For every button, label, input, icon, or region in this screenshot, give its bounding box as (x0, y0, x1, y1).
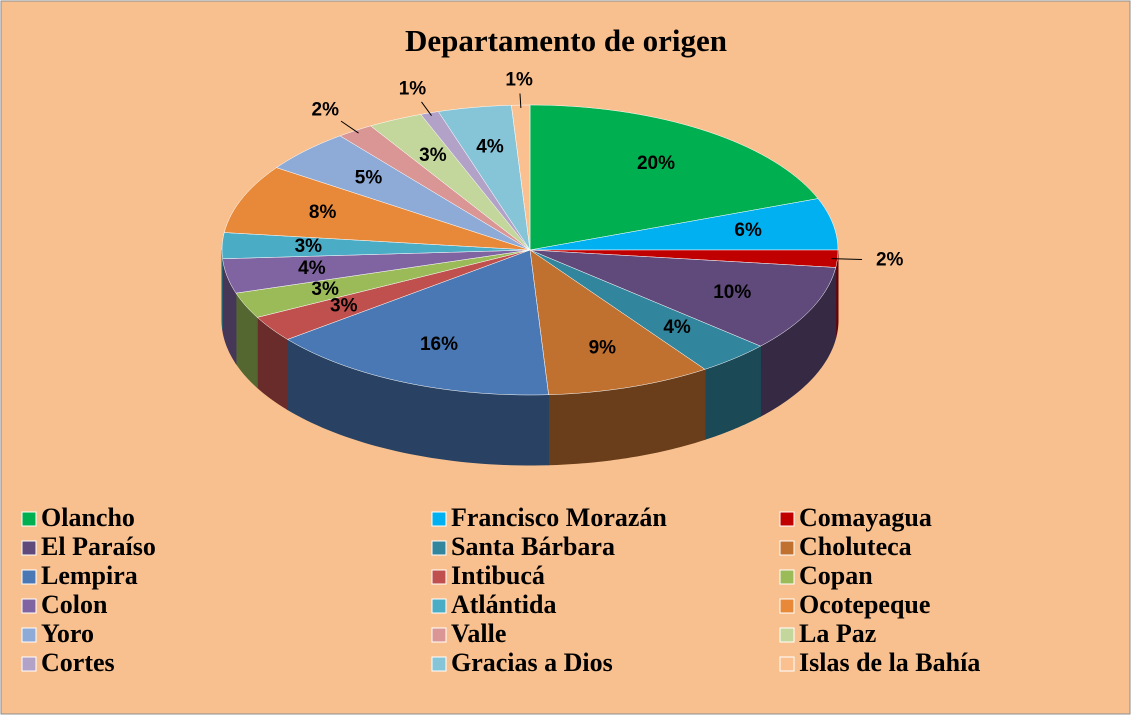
legend-label: Francisco Morazán (451, 503, 667, 532)
data-label: 3% (330, 296, 358, 317)
slice-side (221, 250, 224, 329)
legend-swatch (431, 511, 447, 527)
slice (529, 198, 839, 251)
legend-label: Choluteca (799, 532, 912, 561)
slice (222, 249, 531, 294)
data-label: 6% (734, 220, 762, 241)
legend-swatch (431, 656, 447, 672)
legend-label: Yoro (41, 619, 94, 648)
slice (529, 104, 819, 251)
legend-swatch (779, 656, 795, 672)
legend-swatch (431, 540, 447, 556)
data-label: 8% (309, 202, 337, 223)
legend-label: Atlántida (451, 590, 556, 619)
slice (275, 135, 531, 251)
legend-swatch (21, 598, 37, 614)
slice (370, 114, 531, 251)
slice (256, 249, 531, 340)
legend-label: La Paz (799, 619, 876, 648)
legend-label: El Paraíso (41, 532, 156, 561)
slice (235, 249, 531, 318)
legend-swatch (21, 511, 37, 527)
data-label: 1% (505, 69, 533, 90)
legend-swatch (431, 569, 447, 585)
slice (223, 167, 531, 251)
legend-swatch (779, 627, 795, 643)
data-label: 10% (713, 282, 751, 303)
legend-swatch (779, 540, 795, 556)
legend-label: Gracias a Dios (451, 648, 613, 677)
data-label: 2% (312, 99, 340, 120)
legend-label: Valle (451, 619, 506, 648)
legend-swatch (779, 598, 795, 614)
data-label: 2% (876, 249, 904, 270)
data-label: 16% (420, 334, 458, 355)
data-label: 9% (589, 338, 617, 359)
data-label: 20% (637, 153, 675, 174)
slice (437, 105, 531, 251)
leader-line (340, 120, 359, 134)
data-label: 3% (311, 279, 339, 300)
legend-swatch (431, 627, 447, 643)
legend-label: Islas de la Bahía (799, 648, 980, 677)
slice (529, 249, 837, 347)
legend-label: Santa Bárbara (451, 532, 615, 561)
legend-swatch (431, 598, 447, 614)
data-label: 1% (399, 79, 427, 100)
data-label: 3% (419, 145, 447, 166)
leader-line (519, 93, 522, 108)
legend-label: Ocotepeque (799, 590, 930, 619)
chart-title: Departamento de origen (405, 23, 727, 58)
legend-label: Cortes (41, 648, 115, 677)
legend-label: Olancho (41, 503, 135, 532)
data-label: 3% (295, 236, 323, 257)
slice (221, 232, 531, 260)
leader-line (421, 101, 432, 116)
data-label: 4% (663, 317, 691, 338)
legend-swatch (779, 569, 795, 585)
legend-label: Intibucá (451, 561, 545, 590)
legend-swatch (21, 627, 37, 643)
leader-line (831, 258, 863, 260)
legend-label: Copan (799, 561, 873, 590)
legend-swatch (21, 656, 37, 672)
legend-swatch (779, 511, 795, 527)
legend-label: Comayagua (799, 503, 932, 532)
data-label: 4% (298, 258, 326, 279)
legend-label: Colon (41, 590, 108, 619)
slice (529, 249, 762, 370)
data-label: 5% (355, 167, 383, 188)
legend-swatch (21, 540, 37, 556)
slice (286, 249, 549, 396)
legend-swatch (21, 569, 37, 585)
legend-label: Lempira (41, 561, 138, 590)
slice (529, 249, 706, 395)
data-label: 4% (476, 136, 504, 157)
